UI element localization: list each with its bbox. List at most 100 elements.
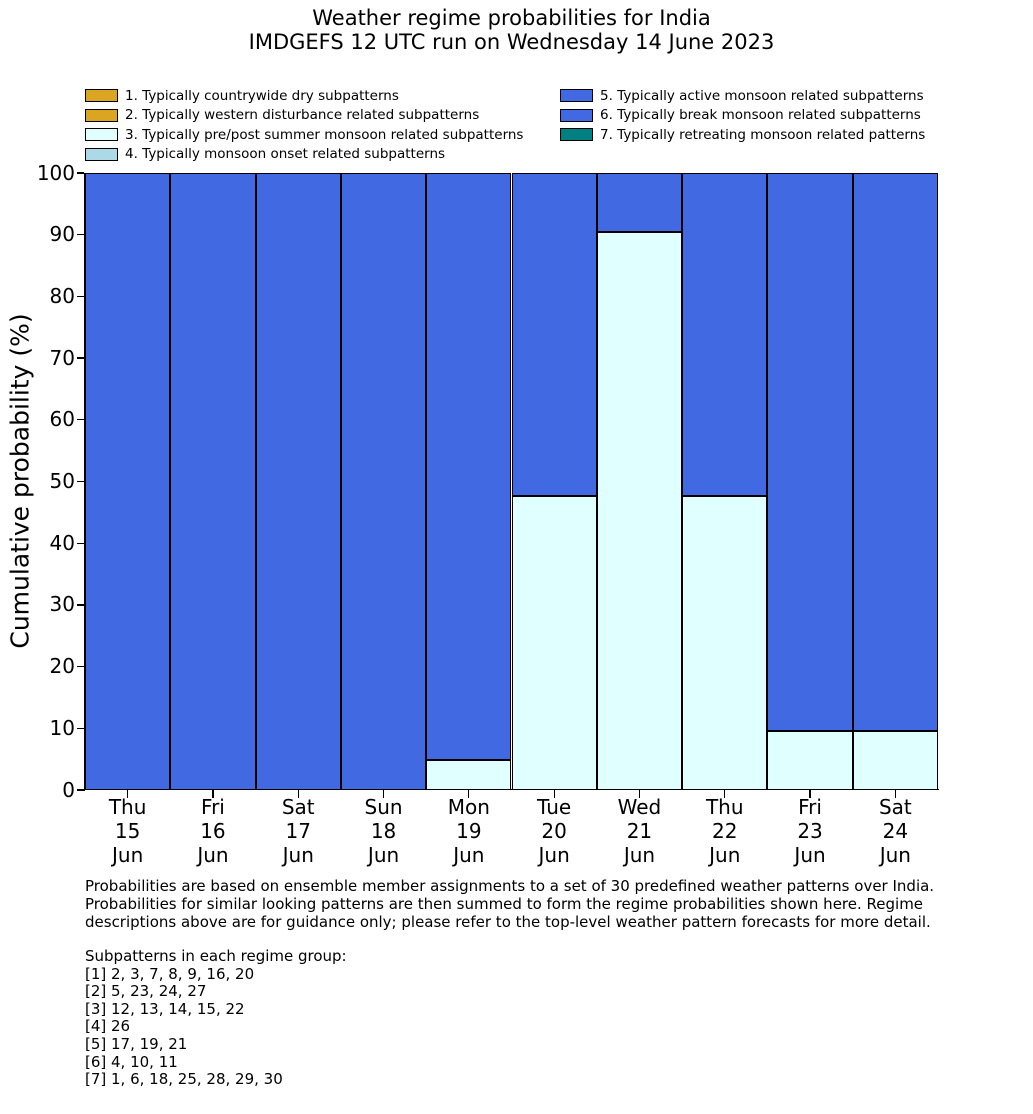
x-tick-label-line: Jun <box>453 843 485 867</box>
legend-swatch <box>85 108 118 122</box>
x-tick-label-line: 18 <box>370 819 397 843</box>
chart-title: Weather regime probabilities for India <box>312 6 711 30</box>
subpatterns-line: [4] 26 <box>85 1017 131 1036</box>
bar-segment <box>596 173 683 232</box>
legend-item: 2. Typically western disturbance related… <box>85 107 479 123</box>
bar-segment <box>682 496 768 790</box>
y-tick <box>77 727 84 729</box>
x-tick <box>297 790 299 798</box>
y-tick-label: 60 <box>49 407 75 432</box>
x-tick-label-line: Thu <box>705 795 744 819</box>
x-tick-label-line: 17 <box>285 819 311 843</box>
legend-swatch <box>85 89 118 102</box>
x-tick <box>382 790 385 798</box>
y-tick <box>77 172 84 174</box>
x-tick-label: Thu 15 Jun <box>80 795 176 867</box>
x-tick-label: Tue 20 Jun <box>506 795 602 867</box>
bar-segment <box>511 173 597 497</box>
x-tick-label-line: 24 <box>882 819 909 843</box>
bar-segment <box>767 731 853 790</box>
x-tick-label: Wed 21 Jun <box>591 795 687 867</box>
y-tick-label: 50 <box>49 469 75 493</box>
y-tick-label: 100 <box>36 160 75 185</box>
x-tick-label-line: Tue <box>537 795 572 819</box>
subpatterns-line: [5] 17, 19, 21 <box>85 1034 188 1053</box>
legend-item: 3. Typically pre/post summer monsoon rel… <box>85 127 523 143</box>
legend-swatch <box>560 108 593 122</box>
x-tick-label-line: 20 <box>541 819 567 843</box>
x-tick-label-line: Thu <box>108 795 147 819</box>
x-tick-label: Sat 17 Jun <box>250 795 346 867</box>
x-tick-label: Sat 24 Jun <box>847 795 943 867</box>
y-tick <box>77 357 84 359</box>
chart-subtitle: IMDGEFS 12 UTC run on Wednesday 14 June … <box>248 30 775 54</box>
x-tick <box>553 790 555 798</box>
legend-label: 6. Typically break monsoon related subpa… <box>600 107 921 123</box>
x-tick-label-line: Jun <box>879 843 911 867</box>
subpatterns-line: [6] 4, 10, 11 <box>85 1052 178 1071</box>
legend-item: 5. Typically active monsoon related subp… <box>560 88 924 104</box>
x-tick-label-line: 21 <box>626 819 653 843</box>
x-tick-label-line: 22 <box>712 819 738 843</box>
legend-swatch <box>85 147 118 161</box>
x-tick-label: Fri 16 Jun <box>165 795 261 867</box>
subpatterns-line: [1] 2, 3, 7, 8, 9, 16, 20 <box>85 964 255 983</box>
subpatterns-line: [7] 1, 6, 18, 25, 28, 29, 30 <box>85 1070 283 1089</box>
legend-label: 1. Typically countrywide dry subpatterns <box>125 87 399 104</box>
y-tick <box>77 604 84 606</box>
y-tick <box>77 789 84 791</box>
x-tick-label-line: Jun <box>367 843 400 867</box>
x-tick-label: Sun 18 Jun <box>336 795 432 867</box>
x-tick-label-line: Jun <box>623 843 656 867</box>
subpatterns-block: Subpatterns in each regime group: [1] 2,… <box>85 947 347 1089</box>
legend-swatch <box>85 128 118 141</box>
y-tick-label: 30 <box>49 592 75 617</box>
x-tick-label-line: Mon <box>447 795 490 819</box>
legend-label: 5. Typically active monsoon related subp… <box>600 87 924 104</box>
y-tick <box>77 480 84 483</box>
footnote-line: descriptions above are for guidance only… <box>85 913 931 931</box>
x-tick-label-line: Jun <box>197 843 229 867</box>
bar-segment <box>85 173 171 790</box>
x-tick-label-line: Sat <box>281 795 315 819</box>
y-tick-label: 40 <box>49 530 75 555</box>
y-tick-label: 0 <box>62 777 75 802</box>
y-tick <box>77 295 84 298</box>
x-tick-label-line: Fri <box>798 795 822 819</box>
x-tick-label-line: Jun <box>709 843 741 867</box>
y-tick-label: 20 <box>49 654 75 679</box>
bar-segment <box>682 173 768 497</box>
y-tick-label: 70 <box>49 345 75 370</box>
footnote: Probabilities are based on ensemble memb… <box>85 877 934 931</box>
legend-item: 4. Typically monsoon onset related subpa… <box>85 146 445 162</box>
bar-segment <box>255 173 341 790</box>
x-tick-label-line: Jun <box>538 843 570 867</box>
subpatterns-lines: [1] 2, 3, 7, 8, 9, 16, 20 [2] 5, 23, 24, … <box>85 964 347 1089</box>
y-tick-label: 80 <box>49 283 75 308</box>
bar-segment <box>852 173 938 732</box>
footnote-line: Probabilities for similar looking patter… <box>85 895 924 913</box>
x-tick <box>638 790 641 798</box>
bar-segment <box>170 173 256 790</box>
legend-label: 2. Typically western disturbance related… <box>125 107 480 123</box>
bar-segment <box>596 231 683 790</box>
x-tick <box>724 790 726 798</box>
x-tick-label-line: Fri <box>201 795 225 819</box>
x-tick-label-line: Jun <box>794 843 826 867</box>
x-tick <box>127 790 129 798</box>
y-tick <box>77 542 84 544</box>
plot-area <box>85 173 938 790</box>
x-tick-label-line: Sun <box>364 795 403 819</box>
y-tick-label: 10 <box>49 715 75 740</box>
subpatterns-line: [3] 12, 13, 14, 15, 22 <box>85 999 245 1018</box>
legend-swatch <box>560 89 593 102</box>
x-tick-label-line: 15 <box>114 819 141 843</box>
subpatterns-line: [2] 5, 23, 24, 27 <box>85 982 207 1001</box>
legend-label: 4. Typically monsoon onset related subpa… <box>125 146 446 162</box>
bar-segment <box>426 760 512 790</box>
x-tick <box>468 790 470 798</box>
legend-item: 6. Typically break monsoon related subpa… <box>560 107 921 123</box>
bar-segment <box>767 173 853 732</box>
bar-segment <box>511 496 597 790</box>
